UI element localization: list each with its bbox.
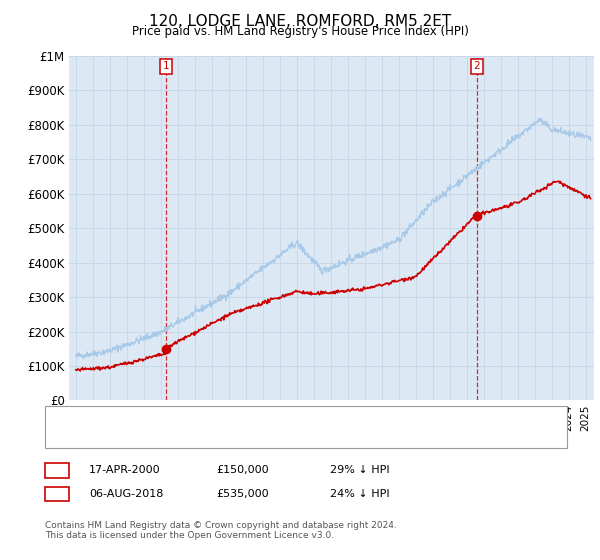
Text: 24% ↓ HPI: 24% ↓ HPI <box>330 489 389 499</box>
Text: 120, LODGE LANE, ROMFORD, RM5 2ET: 120, LODGE LANE, ROMFORD, RM5 2ET <box>149 14 451 29</box>
Text: 1: 1 <box>53 465 61 475</box>
Text: Price paid vs. HM Land Registry's House Price Index (HPI): Price paid vs. HM Land Registry's House … <box>131 25 469 38</box>
Text: 2: 2 <box>473 62 480 71</box>
Text: 06-AUG-2018: 06-AUG-2018 <box>89 489 163 499</box>
Text: HPI: Average price, detached house, Havering: HPI: Average price, detached house, Have… <box>90 431 330 441</box>
Text: 1: 1 <box>163 62 169 71</box>
Text: Contains HM Land Registry data © Crown copyright and database right 2024.: Contains HM Land Registry data © Crown c… <box>45 521 397 530</box>
Text: 29% ↓ HPI: 29% ↓ HPI <box>330 465 389 475</box>
Text: 17-APR-2000: 17-APR-2000 <box>89 465 160 475</box>
Text: £535,000: £535,000 <box>216 489 269 499</box>
Text: 120, LODGE LANE, ROMFORD, RM5 2ET (detached house): 120, LODGE LANE, ROMFORD, RM5 2ET (detac… <box>90 413 390 423</box>
Text: £150,000: £150,000 <box>216 465 269 475</box>
Text: 2: 2 <box>53 489 61 499</box>
Text: This data is licensed under the Open Government Licence v3.0.: This data is licensed under the Open Gov… <box>45 531 334 540</box>
